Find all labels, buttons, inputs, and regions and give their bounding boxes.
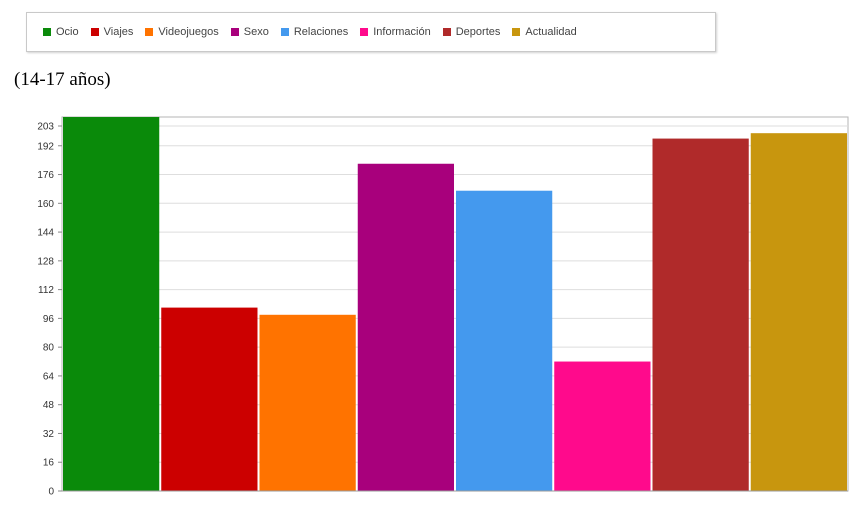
legend-item[interactable]: Actualidad: [512, 26, 577, 38]
legend-label: Videojuegos: [158, 26, 219, 38]
bar-8: [750, 133, 847, 492]
y-tick-label: 203: [37, 121, 54, 132]
y-tick-label: 144: [37, 228, 54, 239]
legend-swatch: [43, 28, 51, 36]
legend-item[interactable]: Videojuegos: [145, 26, 219, 38]
chart-subtitle: (14-17 años): [14, 69, 111, 90]
legend-swatch: [230, 28, 239, 36]
bar-6: [554, 361, 651, 491]
legend-swatch: [360, 28, 369, 36]
legend-label: Relaciones: [293, 26, 349, 38]
legend-item[interactable]: Deportes: [442, 26, 501, 38]
bar-chart: 0 16 32 48 64 80 96 112 128 144 160 176 192 203: [0, 105, 865, 516]
legend-item[interactable]: Ocio: [43, 26, 79, 38]
y-tick-label: 0: [48, 487, 54, 498]
legend-item[interactable]: Información: [360, 26, 431, 38]
bar-7: [652, 138, 749, 492]
legend-label: Ocio: [56, 26, 79, 38]
bar-chart-svg: 0 16 32 48 64 80 96 112 128 144 160 176 192 203: [37, 116, 849, 498]
y-tick-label: 160: [37, 199, 54, 210]
y-tick-label: 176: [37, 170, 54, 181]
y-tick-label: 80: [43, 343, 55, 354]
bar-1: [63, 117, 160, 491]
legend-items: Ocio Viajes Videojuegos Sexo Relaciones Infor…: [43, 13, 589, 51]
legend-swatch: [442, 28, 451, 36]
bar-4: [357, 163, 454, 491]
y-tick-label: 128: [37, 256, 54, 267]
y-tick-label: 192: [37, 141, 54, 152]
y-tick-label: 64: [43, 371, 55, 382]
y-tick-label: 16: [43, 458, 55, 469]
chart-legend: Ocio Viajes Videojuegos Sexo Relaciones Infor…: [26, 12, 716, 52]
legend-item[interactable]: Sexo: [230, 26, 269, 38]
y-tick-label: 112: [38, 285, 54, 296]
legend-label: Sexo: [243, 26, 269, 38]
y-tick-label: 96: [43, 314, 55, 325]
legend-label: Viajes: [103, 26, 134, 38]
bar-3: [259, 314, 356, 491]
legend-swatch: [145, 28, 154, 36]
legend-label: Actualidad: [525, 26, 577, 38]
legend-item[interactable]: Relaciones: [280, 26, 349, 38]
legend-label: Información: [373, 26, 431, 38]
legend-item[interactable]: Viajes: [90, 26, 134, 38]
legend-swatch: [280, 28, 289, 36]
bar-5: [456, 190, 553, 491]
legend-label: Deportes: [455, 26, 501, 38]
bar-2: [161, 307, 258, 491]
y-tick-label: 48: [43, 400, 55, 411]
legend-swatch: [512, 28, 521, 36]
legend-swatch: [90, 28, 99, 36]
y-tick-label: 32: [43, 429, 55, 440]
